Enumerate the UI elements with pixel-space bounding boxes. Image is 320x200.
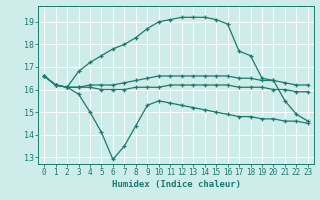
X-axis label: Humidex (Indice chaleur): Humidex (Indice chaleur) [111, 180, 241, 189]
